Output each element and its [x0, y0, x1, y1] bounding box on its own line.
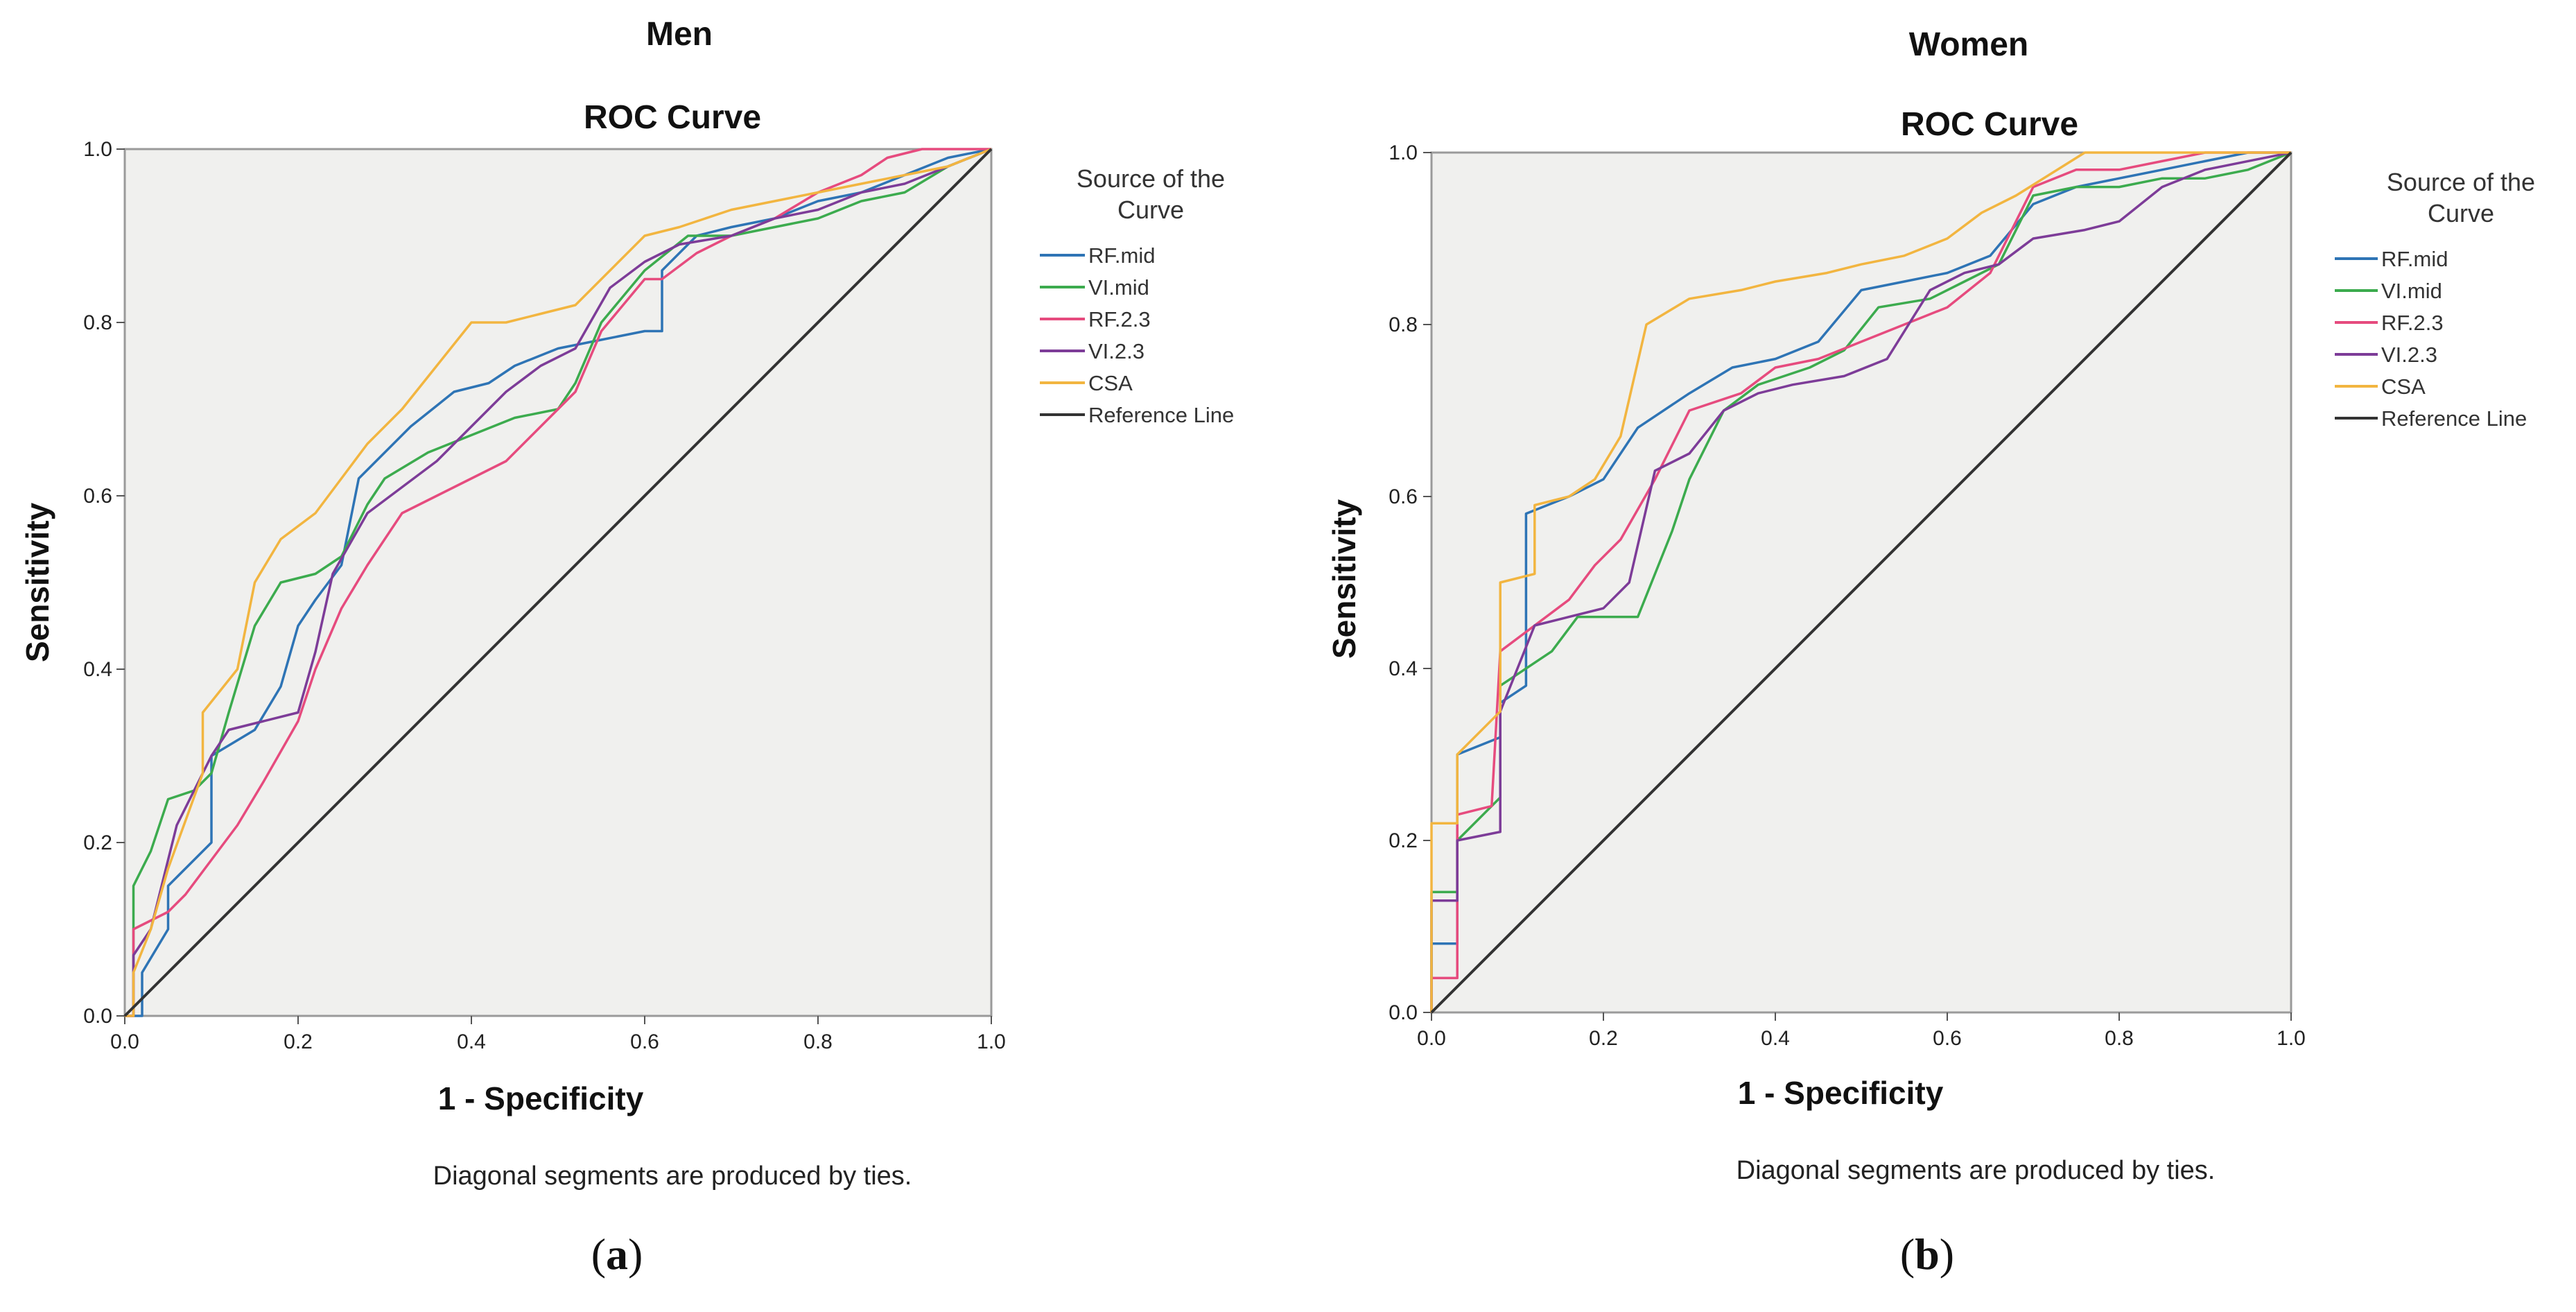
- y-tick-label: 1.0: [83, 138, 112, 161]
- x-tick-label: 1.0: [977, 1030, 1006, 1053]
- legend-label-vi-mid: VI.mid: [2381, 279, 2442, 303]
- y-tick-label: 0.6: [1389, 485, 1418, 508]
- x-tick-labels: 0.0 0.2 0.4 0.6 0.8 1.0: [1417, 1027, 2306, 1050]
- legend-title: Source of the: [1077, 164, 1225, 193]
- x-tick-labels: 0.0 0.2 0.4 0.6 0.8 1.0: [110, 1030, 1006, 1053]
- y-axis-title: Sensitivity: [19, 503, 55, 663]
- y-tick-label: 0.8: [83, 311, 112, 334]
- legend-title: Source of the: [2387, 168, 2535, 196]
- x-tick-label: 0.0: [110, 1030, 139, 1053]
- x-tick-label: 1.0: [2277, 1027, 2306, 1050]
- x-tick-label: 0.4: [1761, 1027, 1790, 1050]
- y-axis-title: Sensitivity: [1326, 499, 1362, 659]
- x-tick-label: 0.6: [1933, 1027, 1962, 1050]
- footnote: Diagonal segments are produced by ties.: [1737, 1156, 2216, 1185]
- legend-label-vi-mid: VI.mid: [1088, 275, 1149, 300]
- panel-label: (a): [591, 1229, 643, 1279]
- panel-men: Men ROC Curve 0.0 0.2 0.4 0.6 0.8 1.0 0.…: [19, 16, 1234, 1279]
- legend-title: Curve: [2428, 199, 2494, 227]
- legend-label-reference-line: Reference Line: [1088, 403, 1234, 427]
- x-tick-label: 0.8: [803, 1030, 833, 1053]
- roc-line-reference-line: [123, 148, 993, 1017]
- y-tick-label: 0.8: [1389, 313, 1418, 336]
- legend-label-rf-2-3: RF.2.3: [1088, 307, 1151, 331]
- y-tick-label: 0.4: [1389, 657, 1418, 680]
- legend-label-rf-mid: RF.mid: [2381, 247, 2448, 271]
- x-tick-label: 0.2: [284, 1030, 313, 1053]
- axis-ticks: [116, 148, 992, 1024]
- panel-women: Women ROC Curve 0.0 0.2 0.4 0.6 0.8 1.0 …: [1326, 26, 2535, 1279]
- y-tick-label: 0.2: [83, 831, 112, 854]
- chart-title: ROC Curve: [584, 99, 761, 136]
- x-axis-title: 1 - Specificity: [1738, 1075, 1944, 1111]
- y-tick-label: 0.0: [83, 1005, 112, 1028]
- roc-line-vi-2-3: [125, 148, 992, 1017]
- panel-label: (b): [1900, 1229, 1954, 1279]
- legend-title: Curve: [1117, 196, 1184, 224]
- legend-label-csa: CSA: [2381, 374, 2426, 399]
- roc-line-csa: [125, 148, 992, 1017]
- y-tick-label: 0.2: [1389, 829, 1418, 852]
- roc-curves: [1430, 151, 2292, 1014]
- x-tick-label: 0.4: [457, 1030, 486, 1053]
- panel-title: Women: [1909, 26, 2028, 63]
- legend: Source of the Curve RF.mid VI.mid RF.2.3…: [2335, 168, 2535, 431]
- panel-title: Men: [646, 16, 713, 53]
- legend-label-vi-2-3: VI.2.3: [2381, 343, 2437, 367]
- legend-label-vi-2-3: VI.2.3: [1088, 339, 1145, 363]
- legend-label-csa: CSA: [1088, 371, 1133, 395]
- roc-line-rf-2-3: [1430, 151, 2291, 1012]
- axis-ticks: [1423, 152, 2292, 1021]
- legend-label-reference-line: Reference Line: [2381, 406, 2527, 431]
- y-tick-label: 1.0: [1389, 141, 1418, 164]
- x-axis-title: 1 - Specificity: [438, 1080, 644, 1116]
- x-tick-label: 0.2: [1589, 1027, 1618, 1050]
- x-tick-label: 0.8: [2105, 1027, 2134, 1050]
- roc-line-csa: [1430, 151, 2291, 1012]
- legend-label-rf-2-3: RF.2.3: [2381, 311, 2444, 335]
- footnote: Diagonal segments are produced by ties.: [433, 1162, 912, 1191]
- x-tick-label: 0.6: [630, 1030, 659, 1053]
- x-tick-label: 0.0: [1417, 1027, 1446, 1050]
- y-tick-label: 0.6: [83, 485, 112, 508]
- roc-line-rf-2-3: [125, 148, 991, 1017]
- roc-line-vi-2-3: [1430, 151, 2292, 1012]
- legend: Source of the Curve RF.mid VI.mid RF.2.3…: [1040, 164, 1234, 427]
- legend-label-rf-mid: RF.mid: [1088, 243, 1155, 268]
- roc-curves: [123, 148, 993, 1017]
- y-tick-label: 0.4: [83, 658, 112, 681]
- y-tick-labels: 0.0 0.2 0.4 0.6 0.8 1.0: [83, 138, 112, 1028]
- roc-line-vi-mid: [125, 148, 992, 1017]
- chart-title: ROC Curve: [1901, 106, 2078, 143]
- y-tick-label: 0.0: [1389, 1001, 1418, 1024]
- y-tick-labels: 0.0 0.2 0.4 0.6 0.8 1.0: [1389, 141, 1418, 1024]
- roc-line-reference-line: [1430, 151, 2292, 1014]
